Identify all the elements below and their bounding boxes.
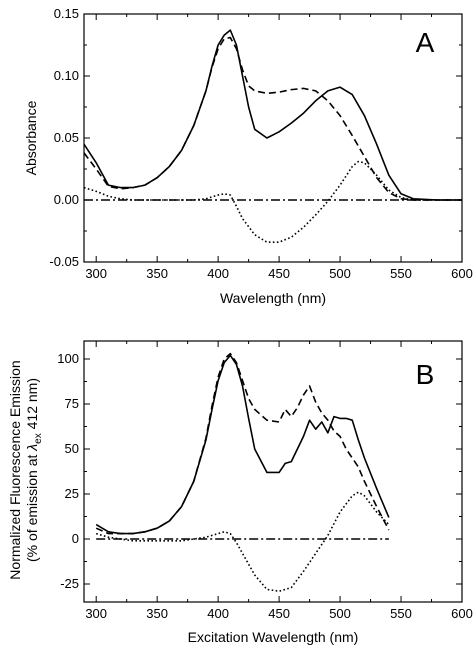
- series-solid-line-a: [84, 29, 462, 201]
- x-tick-label-a: 350: [146, 266, 168, 281]
- panel-a: 300 350 400 450 500 550 600 -0.05 0.00 0.05 0.10 0.…: [23, 6, 473, 306]
- y-tick-label-b: 50: [65, 441, 79, 456]
- x-axis-label-a: Wavelength (nm): [220, 290, 326, 306]
- y-tick-label-b: 0: [72, 531, 79, 546]
- y-tick-label-a: 0.05: [54, 130, 79, 145]
- plot-frame-a: [83, 13, 463, 263]
- x-tick-label-b: 300: [85, 606, 107, 621]
- y-tick-label-a: 0.15: [54, 6, 79, 21]
- series-dotted-line-b: [95, 491, 390, 592]
- panel-b: 300 350 400 450 500 550 600 -25 0 25 50 75 100 B Excit…: [7, 340, 473, 645]
- plot-frame-b: [83, 340, 463, 603]
- lambda-symbol: λ: [24, 444, 40, 452]
- x-tick-label-a: 500: [329, 266, 351, 281]
- x-tick-label-a: 550: [390, 266, 412, 281]
- y-label-prefix: (% of emission at: [24, 451, 40, 562]
- y-tick-label-a: 0.10: [54, 68, 79, 83]
- y-tick-label-b: 100: [57, 351, 79, 366]
- series-solid-line-b: [95, 354, 390, 535]
- x-tick-label-b: 450: [268, 606, 290, 621]
- x-tick-label-a: 600: [451, 266, 473, 281]
- x-tick-label-b: 350: [146, 606, 168, 621]
- y-axis-label-a: Absorbance: [23, 100, 39, 175]
- y-tick-label-b: -25: [60, 576, 79, 591]
- x-tick-label-b: 550: [390, 606, 412, 621]
- series-dashed-line-b: [95, 352, 390, 535]
- y-tick-label-b: 75: [65, 396, 79, 411]
- x-tick-label-b: 500: [329, 606, 351, 621]
- y-label-suffix: 412 nm): [24, 378, 40, 433]
- x-axis-label-b: Excitation Wavelength (nm): [188, 629, 359, 645]
- y-axis-label-line2-b: (% of emission at λex 412 nm): [24, 378, 44, 562]
- x-tick-label-b: 600: [451, 606, 473, 621]
- lambda-subscript: ex: [33, 433, 44, 444]
- series-dotted-line-a: [84, 160, 462, 243]
- x-tick-label-b: 400: [207, 606, 229, 621]
- y-tick-label-a: 0.00: [54, 192, 79, 207]
- panel-letter-b: B: [416, 359, 435, 390]
- y-tick-label-a: -0.05: [49, 254, 79, 269]
- panel-letter-a: A: [416, 27, 435, 58]
- series-dashed-line-a: [84, 36, 462, 201]
- y-tick-label-b: 25: [65, 486, 79, 501]
- y-axis-label-line1-b: Normalized Fluorescence Emission: [7, 360, 23, 579]
- x-tick-label-a: 450: [268, 266, 290, 281]
- x-tick-label-a: 300: [85, 266, 107, 281]
- x-tick-label-a: 400: [207, 266, 229, 281]
